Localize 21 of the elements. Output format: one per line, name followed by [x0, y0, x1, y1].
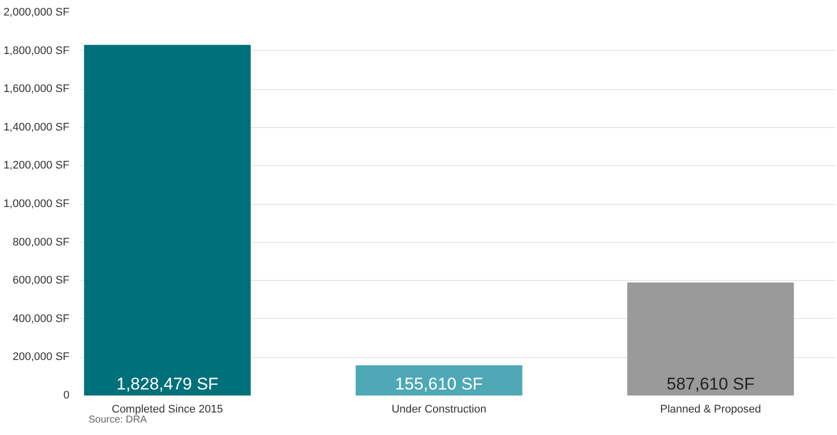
y-tick-label: 600,000 SF	[12, 274, 70, 287]
source-note: Source: DRA	[88, 414, 148, 426]
y-tick-label: 400,000 SF	[12, 312, 70, 325]
y-tick-label: 1,800,000 SF	[3, 44, 70, 57]
y-tick-label: 0	[63, 390, 70, 402]
y-tick-label: 1,400,000 SF	[3, 121, 70, 134]
x-tick-label: Under Construction	[392, 404, 486, 416]
bar	[627, 282, 794, 396]
y-tick-label: 2,000,000 SF	[3, 6, 70, 18]
y-tick-label: 1,600,000 SF	[3, 83, 70, 96]
x-tick-label: Planned & Proposed	[660, 404, 762, 416]
data-label: 587,610 SF	[666, 374, 755, 394]
data-label: 1,828,479 SF	[116, 374, 218, 394]
bar	[84, 44, 251, 396]
x-tick-label: Completed Since 2015	[112, 404, 224, 416]
bar	[356, 365, 522, 396]
data-label: 155,610 SF	[395, 374, 483, 394]
y-tick-label: 200,000 SF	[12, 351, 70, 364]
y-tick-label: 800,000 SF	[12, 236, 70, 248]
y-tick-label: 1,000,000 SF	[3, 198, 70, 210]
y-tick-label: 1,200,000 SF	[3, 160, 70, 172]
